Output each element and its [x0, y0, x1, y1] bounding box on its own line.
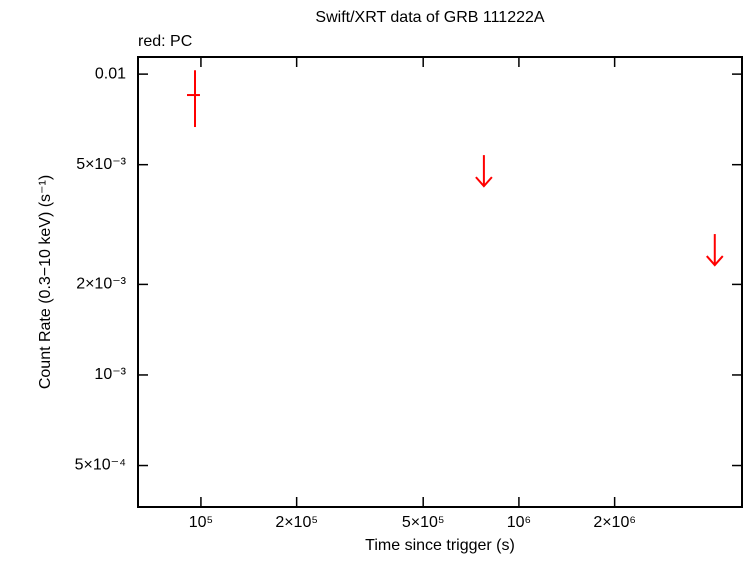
x-tick-label: 10⁵ — [189, 514, 213, 531]
x-axis-label: Time since trigger (s) — [365, 537, 515, 554]
chart-title: Swift/XRT data of GRB 111222A — [315, 9, 544, 26]
x-tick-label: 5×10⁵ — [402, 514, 445, 531]
y-tick-label: 0.01 — [95, 65, 126, 82]
y-tick-label: 2×10⁻³ — [76, 276, 126, 293]
plot-frame — [137, 56, 743, 508]
x-tick-label: 2×10⁵ — [275, 514, 318, 531]
upper-limit-arrow — [475, 176, 493, 188]
annotation: red: PC — [138, 33, 192, 50]
y-axis-label: Count Rate (0.3−10 keV) (s⁻¹) — [37, 175, 54, 389]
y-tick-label: 5×10⁻⁴ — [75, 457, 126, 474]
y-tick-label: 10⁻³ — [94, 366, 126, 383]
upper-limit-arrow — [706, 255, 724, 267]
y-tick-label: 5×10⁻³ — [76, 156, 126, 173]
x-tick-label: 2×10⁶ — [593, 514, 636, 531]
x-tick-label: 10⁶ — [507, 514, 531, 531]
